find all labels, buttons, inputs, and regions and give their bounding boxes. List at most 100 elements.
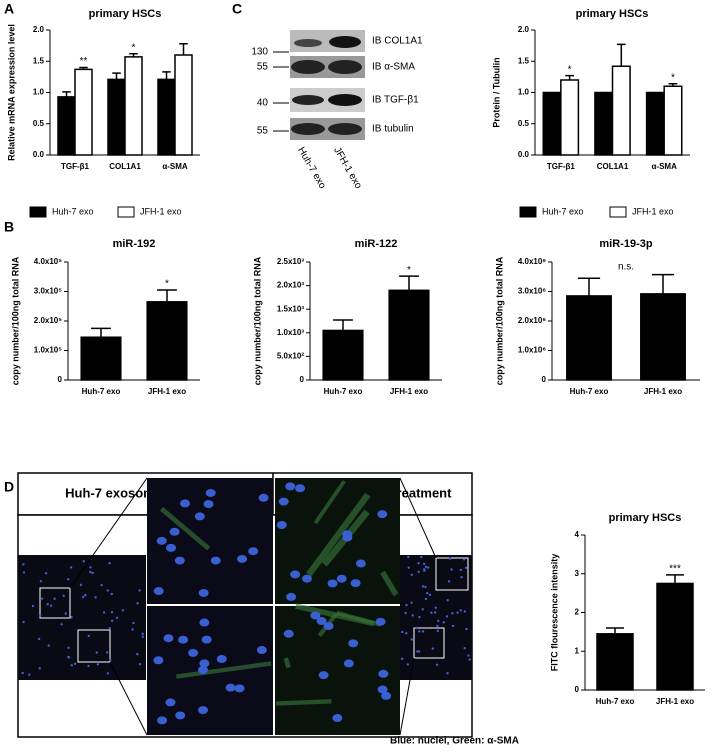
nucleus (406, 663, 410, 666)
nucleus (102, 611, 106, 614)
nucleus (423, 568, 426, 571)
legend-swatch (29, 206, 47, 218)
error-bar (333, 319, 353, 331)
nucleus (310, 611, 321, 620)
band (329, 36, 361, 48)
x-tick-label: Huh-7 exo (570, 387, 609, 396)
nucleus (433, 611, 437, 614)
nucleus (105, 651, 109, 654)
y-tick-label: 0 (575, 685, 580, 694)
x-tick-label: α-SMA (162, 162, 188, 171)
chart-title: miR-192 (113, 238, 156, 250)
nucleus (283, 629, 294, 638)
nucleus (446, 672, 449, 675)
y-tick-label: 0.0 (518, 150, 530, 159)
nucleus (431, 647, 435, 650)
y-axis-label: copy number/100ng total RNA (494, 256, 504, 385)
chart-title: primary HSCs (89, 8, 162, 20)
nucleus (318, 671, 329, 680)
nucleus (153, 587, 164, 596)
legend-label: Huh-7 exo (542, 206, 584, 216)
marker-label: 130 (251, 47, 268, 58)
x-tick-label: TGF-β1 (61, 162, 90, 171)
nucleus (67, 646, 70, 650)
bar (663, 85, 683, 156)
legend-swatch (519, 206, 537, 218)
nucleus (451, 612, 454, 615)
y-tick-label: 2 (575, 608, 580, 617)
lane-label: Huh-7 exo (295, 145, 328, 191)
nucleus (100, 583, 103, 587)
bar (611, 65, 631, 156)
band (292, 95, 324, 105)
band (328, 94, 362, 106)
nucleus (156, 536, 167, 545)
annotation: * (671, 72, 675, 83)
nucleus (62, 594, 65, 598)
nucleus (377, 510, 388, 519)
y-axis-label: Relative mRNA expression level (6, 24, 16, 161)
nucleus (459, 568, 463, 572)
image (147, 478, 273, 604)
y-tick-label: 3 (575, 569, 580, 578)
error-bar (79, 66, 88, 70)
y-tick-label: 5.0x10² (277, 352, 304, 361)
nucleus (110, 592, 113, 596)
nucleus (197, 666, 208, 675)
panel-label: D (4, 479, 14, 495)
microscopy: Huh-7 exosome treatment JFH-1 exosome tr… (17, 472, 519, 747)
y-tick-label: 4.0x10⁶ (518, 257, 546, 266)
nucleus (448, 557, 452, 560)
annotation: * (568, 64, 572, 75)
nucleus (463, 647, 466, 650)
fiber (176, 661, 272, 679)
x-tick-label: COL1A1 (109, 162, 141, 171)
nucleus (428, 593, 432, 597)
nucleus (336, 574, 347, 583)
fiber (283, 657, 291, 669)
nucleus (450, 568, 453, 571)
nucleus (106, 589, 109, 592)
nucleus (84, 593, 87, 597)
nucleus (157, 716, 168, 725)
nucleus (225, 683, 236, 692)
nucleus (463, 610, 467, 613)
nucleus (22, 571, 26, 574)
nucleus (430, 611, 433, 614)
nucleus (110, 611, 114, 614)
panel-label: C (232, 1, 242, 17)
nucleus (436, 624, 439, 628)
chart-title: miR-19-3p (599, 238, 652, 250)
nucleus (417, 561, 420, 565)
y-tick-label: 0 (300, 375, 305, 384)
nucleus (417, 650, 421, 653)
nucleus (404, 611, 407, 615)
nucleus (106, 672, 110, 675)
nucleus (435, 663, 439, 666)
y-tick-label: 2.0x10³ (277, 281, 304, 290)
x-tick-label: JFH-1 exo (148, 387, 186, 396)
nucleus (248, 547, 259, 556)
nucleus (38, 667, 41, 670)
nucleus (115, 616, 119, 619)
chart-title: miR-122 (355, 238, 398, 250)
bar (640, 293, 686, 381)
x-tick-label: JFH-1 exo (390, 387, 428, 396)
nucleus (465, 627, 468, 631)
band (291, 60, 325, 74)
nucleus (301, 574, 312, 583)
fiber (306, 492, 371, 577)
image (275, 606, 400, 735)
error-bar (399, 275, 419, 291)
nucleus (138, 589, 141, 592)
error-bar (606, 627, 624, 634)
nucleus (256, 646, 267, 655)
nucleus (95, 651, 98, 654)
nucleus (22, 620, 25, 624)
y-tick-label: 2.0 (518, 25, 530, 34)
nucleus (199, 659, 210, 668)
zoom-box (413, 627, 445, 659)
bar (124, 56, 143, 156)
nucleus (44, 572, 48, 575)
annotation: * (165, 279, 169, 290)
